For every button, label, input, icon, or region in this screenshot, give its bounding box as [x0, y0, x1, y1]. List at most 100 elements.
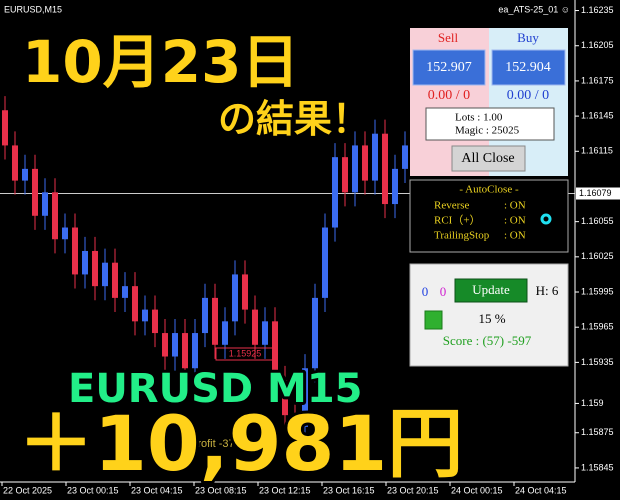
candle-body [262, 321, 268, 345]
candle-body [52, 192, 58, 240]
sell-label: Sell [438, 30, 459, 45]
buy-pl: 0.00 / 0 [507, 88, 549, 103]
x-tick-label: 23 Oct 00:15 [67, 485, 119, 495]
candle-body [322, 227, 328, 298]
y-tick-label: 1.15845 [581, 462, 614, 472]
candle-body [402, 145, 408, 169]
candle-body [222, 321, 228, 345]
candle-body [232, 274, 238, 322]
trade-panel: Sell Buy 152.907 152.904 0.00 / 0 0.00 /… [410, 28, 568, 176]
candle-body [112, 262, 118, 298]
h-value: H: 6 [536, 283, 559, 298]
candle-body [102, 262, 108, 287]
level-label: 1.15925 [229, 348, 262, 358]
current-price-box [576, 187, 620, 200]
expert-name: ea_ATS-25_01 ☺ [498, 4, 570, 14]
status-square [424, 310, 443, 330]
status-indicator [540, 213, 552, 225]
candle-body [382, 133, 388, 205]
y-tick-label: 1.16205 [581, 40, 614, 50]
candle-body [362, 145, 368, 181]
candle-body [32, 168, 38, 216]
magic: Magic : 25025 [455, 125, 520, 137]
candle-body [42, 192, 48, 216]
info-box [425, 107, 555, 141]
candle-body [342, 157, 348, 193]
autoclose-state: : ON [504, 230, 526, 242]
candle-body [172, 333, 178, 357]
candle-body [272, 321, 278, 380]
candle-body [152, 309, 158, 334]
overlay-result: の結果！ [218, 97, 370, 141]
autoclose-title: - AutoClose - [459, 184, 519, 196]
autoclose-name: Reverse [434, 200, 470, 212]
update-label[interactable]: Update [472, 282, 510, 297]
current-price-label: 1.16079 [579, 188, 612, 198]
candle-body [372, 133, 378, 181]
x-tick-label: 22 Oct 2025 [3, 485, 52, 495]
x-tick-label: 23 Oct 04:15 [131, 485, 183, 495]
candle-body [62, 227, 68, 240]
candle-body [82, 250, 88, 275]
sell-button[interactable] [412, 49, 486, 86]
autoclose-state: : ON [504, 215, 526, 227]
autoclose-name: RCI（+） [434, 214, 481, 227]
y-tick-label: 1.159 [581, 398, 604, 408]
sell-price[interactable]: 152.907 [426, 60, 472, 75]
symbol: EURUSD,M15 [4, 4, 62, 14]
lots: Lots : 1.00 [455, 112, 503, 124]
candle-body [392, 168, 398, 205]
all-close-label[interactable]: All Close [461, 151, 514, 166]
sell-pl: 0.00 / 0 [428, 88, 470, 103]
candle-body [352, 145, 358, 193]
y-tick-label: 1.16055 [581, 216, 614, 226]
y-tick-label: 1.15995 [581, 286, 614, 296]
score: Score : (57) -597 [443, 333, 532, 348]
candle-body [132, 286, 138, 322]
y-tick-label: 1.16145 [581, 110, 614, 120]
percent: 15 % [478, 311, 505, 326]
overlay-date: 10月23日 [22, 28, 299, 96]
level-box [215, 347, 275, 361]
candle-body [142, 309, 148, 322]
all-close-button[interactable] [451, 145, 526, 172]
profit-label: Profit -37.5 [190, 438, 244, 450]
y-tick-label: 1.15935 [581, 357, 614, 367]
y-tick-label: 1.16025 [581, 251, 614, 261]
candle-body [2, 110, 8, 146]
overlay-profit: ＋10,981円 [18, 399, 463, 488]
candle-body [332, 157, 338, 228]
y-tick-label: 1.16175 [581, 75, 614, 85]
x-tick-label: 23 Oct 16:15 [323, 485, 375, 495]
candle-body [162, 333, 168, 357]
candle-body [292, 415, 298, 427]
candle-body [22, 168, 28, 181]
y-tick-label: 1.16235 [581, 5, 614, 15]
candle-body [122, 286, 128, 298]
count-a: 0 [422, 284, 429, 299]
autoclose-state: : ON [504, 200, 526, 212]
x-tick-label: 23 Oct 12:15 [259, 485, 311, 495]
buy-price[interactable]: 152.904 [505, 60, 551, 75]
y-tick-label: 1.15875 [581, 427, 614, 437]
candle-body [252, 309, 258, 345]
candle-body [182, 333, 188, 369]
candle-body [282, 379, 288, 416]
candle-body [192, 333, 198, 369]
candle-body [312, 297, 318, 369]
overlay-pair: EURUSD M15 [68, 366, 363, 412]
x-tick-label: 23 Oct 20:15 [387, 485, 439, 495]
y-tick-label: 1.15965 [581, 322, 614, 332]
candle-body [12, 145, 18, 181]
candle-body [302, 368, 308, 427]
count-b: 0 [440, 284, 447, 299]
update-button[interactable] [454, 278, 528, 303]
buy-label: Buy [517, 30, 539, 45]
candle-body [92, 250, 98, 287]
candle-body [242, 274, 248, 310]
x-tick-label: 24 Oct 00:15 [451, 485, 503, 495]
candle-body [212, 297, 218, 345]
buy-button[interactable] [491, 49, 566, 86]
y-tick-label: 1.16115 [581, 146, 613, 156]
